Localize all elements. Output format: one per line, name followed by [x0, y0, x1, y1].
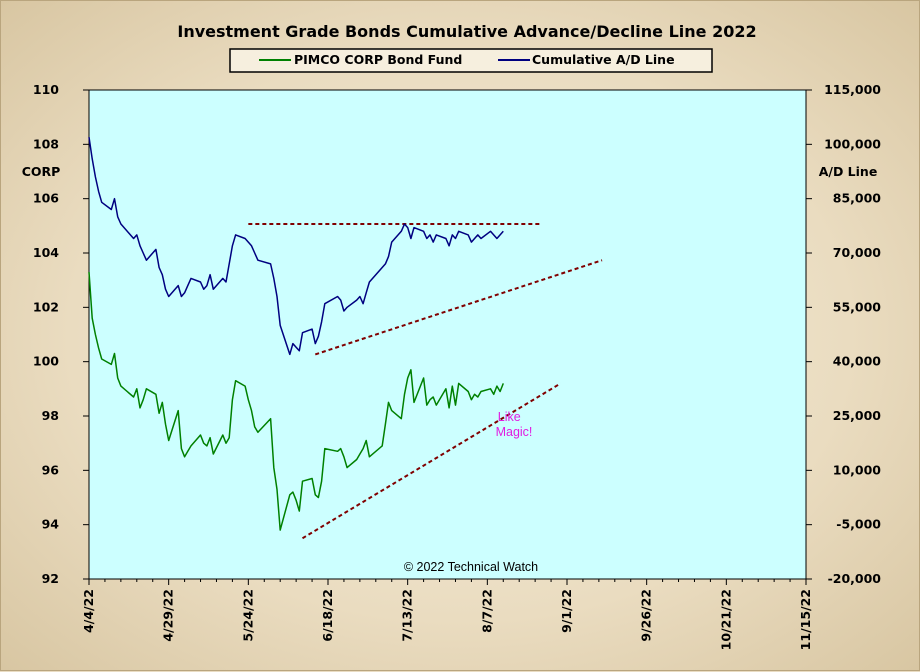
x-axis: 4/4/22 4/29/22 5/24/22 6/18/22 7/13/22 8/7/22… — [81, 579, 813, 650]
legend-entry-ad: Cumulative A/D Line — [532, 52, 675, 67]
right-tick-label: 100,000 — [824, 136, 881, 151]
right-tick-label: 10,000 — [833, 462, 882, 477]
annotation-like: Like Magic! — [496, 410, 533, 439]
left-tick-label: 100 — [33, 354, 59, 369]
right-tick-label: 55,000 — [833, 299, 882, 314]
legend: PIMCO CORP Bond Fund Cumulative A/D Line — [229, 48, 713, 73]
right-tick-label: -5,000 — [836, 517, 881, 532]
x-tick-label: 7/13/22 — [400, 589, 415, 642]
series-ad-line — [88, 136, 504, 356]
trendline-3 — [301, 382, 562, 540]
legend-box — [229, 48, 713, 73]
right-tick-label: 40,000 — [833, 354, 882, 369]
left-axis: 92 94 96 98 100 102 104 106 108 110 — [33, 82, 89, 586]
x-tick-label: 4/4/22 — [81, 589, 96, 633]
right-axis: -20,000 -5,000 10,000 25,000 40,000 55,000 70,… — [806, 82, 881, 586]
copyright-notice: © 2022 Technical Watch — [404, 560, 538, 574]
left-tick-label: 110 — [33, 82, 59, 97]
x-tick-label: 5/24/22 — [240, 589, 255, 642]
right-tick-label: -20,000 — [828, 571, 882, 586]
left-tick-label: 98 — [42, 408, 59, 423]
left-tick-label: 108 — [33, 136, 59, 151]
plot-area — [88, 89, 807, 580]
right-tick-label: 85,000 — [833, 191, 882, 206]
left-tick-label: 96 — [42, 462, 60, 477]
annotation-line-2: Magic! — [496, 425, 533, 439]
x-tick-label: 11/15/22 — [798, 589, 813, 650]
right-axis-label: A/D Line — [819, 164, 878, 179]
x-tick-label: 10/21/22 — [718, 589, 733, 650]
annotation-line-1: Like — [498, 410, 521, 424]
x-tick-label: 9/1/22 — [559, 589, 574, 633]
right-tick-label: 25,000 — [833, 408, 882, 423]
left-tick-label: 104 — [33, 245, 59, 260]
x-tick-label: 8/7/22 — [479, 589, 494, 633]
x-tick-label: 9/26/22 — [639, 589, 654, 642]
left-tick-label: 102 — [33, 299, 59, 314]
series — [88, 136, 504, 531]
left-axis-label: CORP — [22, 164, 61, 179]
left-tick-label: 94 — [42, 517, 60, 532]
chart-title: Investment Grade Bonds Cumulative Advanc… — [177, 22, 756, 41]
x-tick-label: 6/18/22 — [320, 589, 335, 642]
trendline-2 — [314, 259, 603, 356]
series-corp-line — [88, 271, 504, 531]
right-tick-label: 70,000 — [833, 245, 882, 260]
trendlines — [248, 223, 603, 540]
legend-entry-corp: PIMCO CORP Bond Fund — [294, 52, 462, 67]
left-tick-label: 92 — [42, 571, 59, 586]
left-tick-label: 106 — [33, 191, 59, 206]
right-tick-label: 115,000 — [824, 82, 881, 97]
x-tick-label: 4/29/22 — [161, 589, 176, 642]
